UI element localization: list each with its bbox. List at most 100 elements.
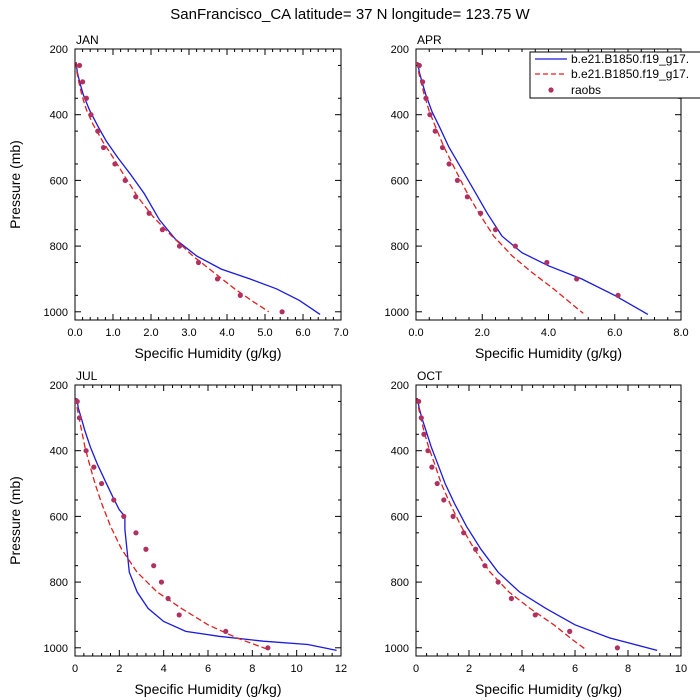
x-tick-label: 2.0 bbox=[475, 327, 490, 339]
data-point-raobs bbox=[492, 227, 499, 233]
legend: b.e21.B1850.f19_g17. b.e21.B1850.f19_g17… bbox=[529, 51, 700, 99]
x-tick-label: 12 bbox=[335, 663, 347, 675]
x-axis-label: Specific Humidity (g/kg) bbox=[475, 681, 622, 697]
data-point-raobs bbox=[176, 243, 183, 249]
x-tick-label: 8 bbox=[625, 663, 631, 675]
data-point-raobs bbox=[88, 112, 94, 118]
series-line-dashed bbox=[416, 62, 584, 314]
data-point-raobs bbox=[441, 497, 447, 503]
series-group bbox=[416, 61, 649, 315]
x-tick-label: 4 bbox=[161, 663, 167, 675]
x-tick-label: 2 bbox=[116, 663, 122, 675]
data-point-raobs bbox=[446, 161, 452, 167]
panel-label: APR bbox=[417, 33, 442, 47]
plot-frame bbox=[74, 48, 342, 321]
series-line-solid bbox=[76, 398, 337, 652]
x-tick-label: 1.0 bbox=[105, 327, 120, 339]
y-tick-label: 600 bbox=[50, 175, 68, 187]
data-point-raobs bbox=[512, 243, 518, 249]
data-point-raobs bbox=[477, 210, 484, 216]
data-point-raobs bbox=[421, 431, 427, 437]
y-tick-label: 1000 bbox=[44, 307, 68, 319]
data-point-raobs bbox=[425, 448, 431, 454]
x-axis-label: Specific Humidity (g/kg) bbox=[134, 681, 281, 697]
panel-jan: 0.0 1.0 2.0 3.0 4.0 5.0 6.0 7.0 200 400 600 800 1000… bbox=[7, 33, 349, 361]
data-point-raobs bbox=[214, 276, 221, 282]
y-tick-label: 800 bbox=[50, 241, 68, 253]
panel-label: OCT bbox=[417, 369, 443, 383]
x-tick-label: 8 bbox=[249, 663, 255, 675]
data-point-raobs bbox=[427, 112, 433, 118]
data-point-raobs bbox=[544, 259, 550, 266]
data-point-raobs bbox=[83, 448, 89, 454]
data-point-raobs bbox=[165, 595, 171, 602]
data-point-raobs bbox=[429, 464, 435, 470]
y-tick-label: 400 bbox=[391, 446, 409, 458]
panel-oct: 0 2 4 6 8 10 200 400 600 800 1000 OCT Specific Humid… bbox=[385, 369, 688, 697]
legend-label-model-dashed: b.e21.B1850.f19_g17. bbox=[571, 67, 689, 81]
data-point-raobs bbox=[76, 62, 83, 69]
x-tick-label: 3.0 bbox=[181, 327, 196, 339]
series-line-solid bbox=[75, 62, 321, 315]
data-point-raobs bbox=[450, 513, 456, 519]
legend-box bbox=[529, 51, 700, 99]
panels: 0.0 1.0 2.0 3.0 4.0 5.0 6.0 7.02004006008001000… bbox=[7, 33, 689, 697]
data-point-raobs bbox=[416, 62, 422, 69]
data-point-raobs bbox=[279, 309, 285, 315]
series-line-dashed bbox=[75, 398, 269, 651]
data-point-raobs bbox=[111, 497, 117, 503]
data-point-raobs bbox=[158, 579, 165, 585]
y-tick-label: 1000 bbox=[44, 643, 68, 655]
panel-jul: 0 2 4 6 8 10 12 200 400 600 800 1000 JUL Specific Hum… bbox=[7, 369, 347, 697]
data-point-raobs bbox=[133, 194, 139, 200]
x-tick-label: 0.0 bbox=[408, 327, 423, 339]
data-point-raobs bbox=[100, 144, 107, 151]
data-point-raobs bbox=[159, 227, 165, 233]
panel-label: JUL bbox=[76, 369, 98, 383]
x-tick-label: 2 bbox=[466, 663, 472, 675]
y-tick-label: 200 bbox=[50, 44, 68, 56]
legend-label-model-solid: b.e21.B1850.f19_g17. bbox=[571, 52, 689, 66]
data-point-raobs bbox=[423, 95, 429, 101]
y-axis-label: Pressure (mb) bbox=[7, 140, 23, 229]
data-point-raobs bbox=[532, 612, 538, 618]
data-point-raobs bbox=[567, 628, 573, 634]
data-point-raobs bbox=[83, 95, 89, 101]
data-point-raobs bbox=[454, 177, 461, 183]
data-point-raobs bbox=[176, 612, 182, 618]
data-point-raobs bbox=[121, 513, 127, 519]
data-point-raobs bbox=[151, 563, 157, 569]
x-tick-label: 2.0 bbox=[143, 327, 158, 339]
series-group bbox=[416, 397, 658, 652]
y-tick-label: 800 bbox=[391, 241, 409, 253]
x-tick-label: 6 bbox=[572, 663, 578, 675]
y-tick-label: 600 bbox=[391, 175, 409, 187]
x-axis-label: Specific Humidity (g/kg) bbox=[475, 345, 622, 361]
x-tick-label: 0 bbox=[72, 663, 78, 675]
data-point-raobs bbox=[508, 595, 514, 602]
data-point-raobs bbox=[99, 480, 105, 487]
panel-apr: 0.0 2.0 4.0 6.0 8.0 200 400 600 800 1000 APR Specif… bbox=[385, 33, 689, 361]
y-tick-label: 400 bbox=[50, 446, 68, 458]
y-tick-label: 400 bbox=[50, 110, 68, 122]
data-point-raobs bbox=[95, 128, 101, 134]
x-tick-label: 6.0 bbox=[607, 327, 622, 339]
data-point-raobs bbox=[473, 546, 479, 552]
data-point-raobs bbox=[146, 210, 152, 216]
data-point-raobs bbox=[143, 546, 149, 552]
data-point-raobs bbox=[614, 645, 621, 651]
data-point-raobs bbox=[418, 415, 424, 421]
data-point-raobs bbox=[574, 276, 580, 282]
data-point-raobs bbox=[75, 398, 80, 405]
data-point-raobs bbox=[122, 177, 128, 183]
y-tick-label: 400 bbox=[391, 110, 409, 122]
data-point-raobs bbox=[420, 79, 426, 85]
x-tick-label: 0.0 bbox=[67, 327, 82, 339]
data-point-raobs bbox=[223, 628, 229, 634]
data-point-raobs bbox=[434, 480, 440, 487]
data-point-raobs bbox=[432, 128, 438, 134]
y-tick-label: 1000 bbox=[385, 643, 409, 655]
series-line-solid bbox=[417, 61, 649, 315]
